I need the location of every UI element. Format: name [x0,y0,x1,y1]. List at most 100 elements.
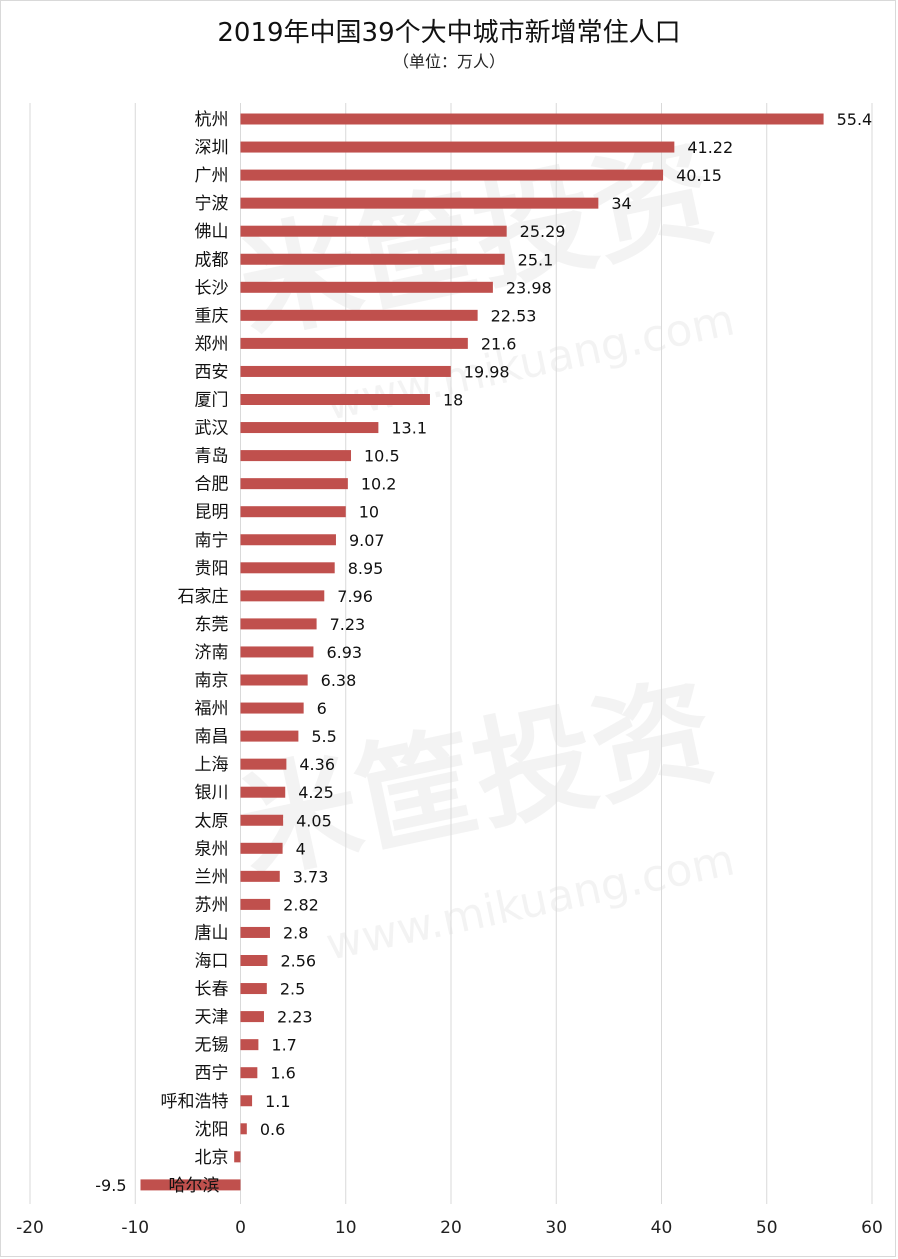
value-label: 10.5 [364,447,400,466]
bar [240,253,505,265]
bar [240,309,478,321]
category-label: 哈尔滨 [169,1176,220,1196]
bar [240,534,336,546]
value-label: 6.93 [326,643,362,662]
x-tick-label: 10 [335,1218,357,1238]
bar [140,1179,241,1191]
category-label: 南昌 [195,727,229,747]
category-label: 广州 [195,166,229,186]
value-label: 25.1 [518,250,554,269]
category-label: 苏州 [195,895,229,915]
bar [234,1151,241,1163]
bar [240,730,299,742]
bar [240,646,314,658]
category-label: 成都 [195,250,229,270]
value-label: 6.38 [321,671,357,690]
bar [240,870,280,882]
bar [240,1123,247,1135]
value-label: 4.36 [299,755,335,774]
value-label: 55.4 [837,110,873,129]
category-label: 东莞 [195,615,229,635]
bar [240,618,317,630]
bar [240,169,664,181]
x-tick-label: 30 [545,1218,567,1238]
category-label: 佛山 [195,222,229,242]
category-label: 石家庄 [178,587,229,607]
value-label: 9.07 [349,531,385,550]
bar [240,422,379,434]
value-label: 40.15 [676,166,722,185]
value-label: 25.29 [520,222,566,241]
bar [240,898,271,910]
category-label: 沈阳 [195,1120,229,1140]
x-tick-label: 0 [235,1218,246,1238]
value-label: 23.98 [506,278,552,297]
value-label: 8.95 [348,559,384,578]
x-tick-label: -10 [121,1218,149,1238]
value-label: 41.22 [687,138,733,157]
value-label: 7.96 [337,587,373,606]
category-label: 天津 [195,1008,229,1028]
value-label: 4.05 [296,811,332,830]
bar [240,365,451,377]
category-label: 长春 [195,980,229,1000]
value-label: 2.82 [283,895,319,914]
bar [240,758,287,770]
bar [240,1011,264,1023]
value-label: 1.6 [270,1064,295,1083]
bar [240,450,352,462]
bar [240,394,430,405]
bar [240,225,507,237]
bar [240,926,270,938]
bar [240,955,268,966]
value-label: 18 [443,391,463,410]
category-label: 青岛 [195,447,229,467]
category-label: 南京 [195,671,229,691]
bar [240,1067,258,1079]
value-label: 34 [611,194,631,213]
category-label: 济南 [195,643,229,663]
category-label: 宁波 [195,194,229,214]
chart-subtitle: （单位：万人） [392,52,505,71]
bar [240,702,304,714]
category-label: 武汉 [195,419,229,439]
x-tick-label: 40 [651,1218,673,1238]
bar [240,1039,259,1051]
chart-title: 2019年中国39个大中城市新增常住人口 [217,18,681,48]
value-label: 6 [317,699,327,718]
category-label: 长沙 [195,278,229,298]
x-tick-label: 20 [440,1218,462,1238]
bar [240,786,286,798]
x-tick-label: -20 [16,1218,44,1238]
bar [240,590,325,602]
bar [240,814,284,826]
value-label: 21.6 [481,334,517,353]
category-label: 重庆 [195,306,229,326]
value-label: 0.6 [260,1120,285,1139]
category-label: 杭州 [195,110,229,130]
bar [240,337,468,349]
value-label: 4.25 [298,783,334,802]
category-label: 西宁 [195,1064,229,1084]
category-label: 无锡 [195,1036,229,1056]
category-label: 福州 [195,699,229,719]
bar [240,842,283,854]
bar [240,478,348,490]
bar [240,562,335,574]
bar [240,197,599,209]
value-label: 19.98 [464,362,510,381]
bar [240,983,267,995]
category-label: 南宁 [195,531,229,551]
category-label: 深圳 [195,138,229,158]
value-label: 10.2 [361,475,397,494]
value-label: 2.8 [283,923,308,942]
category-label: 海口 [195,952,229,972]
category-label: 泉州 [195,839,229,859]
category-label: 太原 [195,811,229,831]
value-label: 5.5 [311,727,336,746]
category-label: 上海 [195,755,229,775]
category-label: 西安 [195,362,229,382]
category-label: 合肥 [195,475,229,495]
value-label: -9.5 [95,1176,126,1195]
